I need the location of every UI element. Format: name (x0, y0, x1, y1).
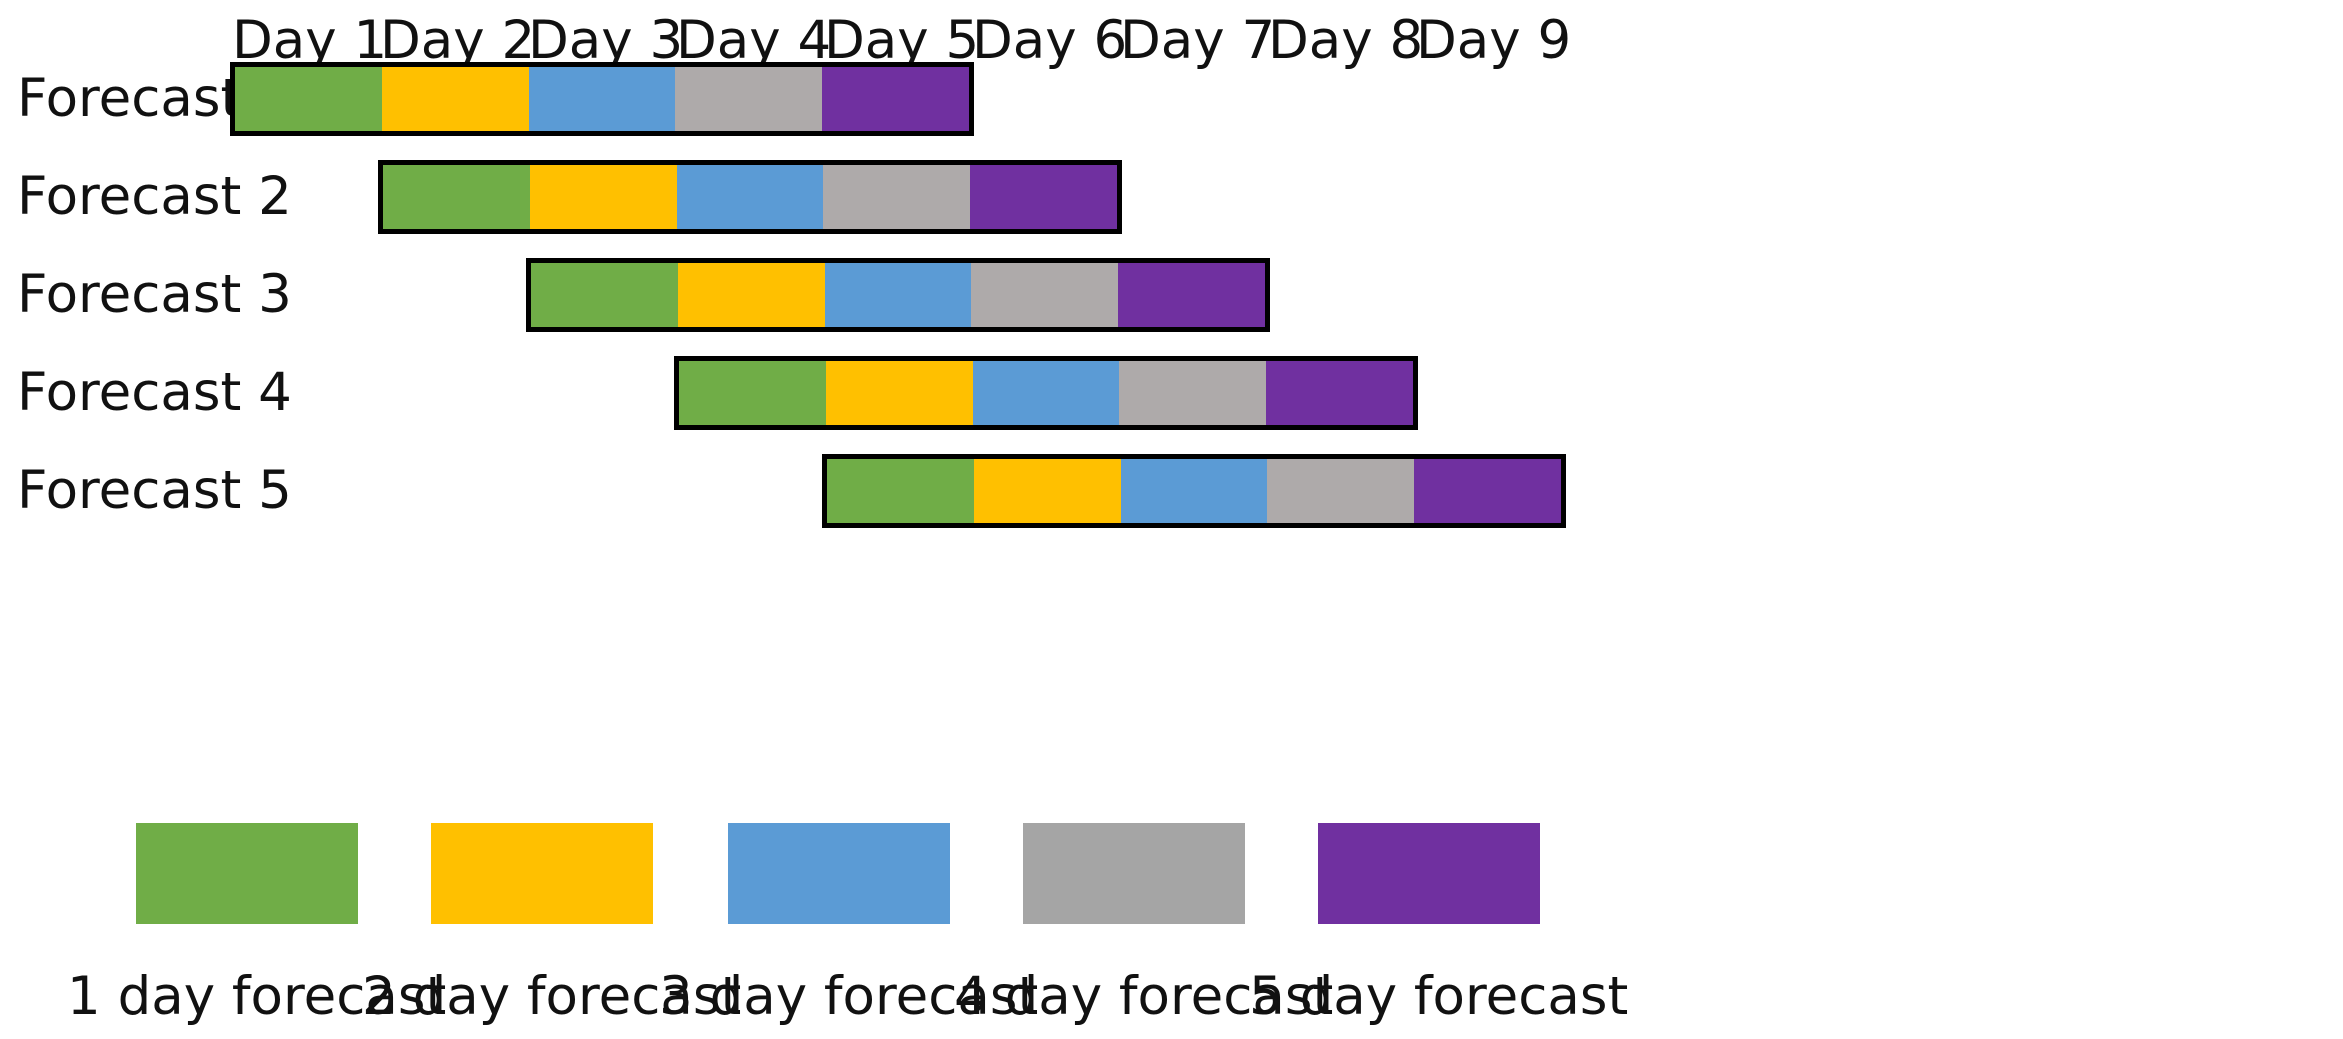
forecast-5-horizon-3-segment (1120, 459, 1268, 523)
forecast-3-horizon-2-segment (677, 263, 825, 327)
forecast-2-horizon-2-segment (529, 165, 677, 229)
forecast-1-horizon-5-segment (822, 67, 969, 131)
forecast-bar-5 (822, 454, 1566, 528)
legend-swatch-3 (728, 823, 950, 924)
day-label-6: Day 6 (972, 10, 1128, 71)
day-label-2: Day 2 (380, 10, 536, 71)
forecast-bar-3 (526, 258, 1270, 332)
forecast-label-4: Forecast 4 (17, 362, 292, 423)
day-label-3: Day 3 (528, 10, 684, 71)
day-label-9: Day 9 (1416, 10, 1572, 71)
day-label-4: Day 4 (676, 10, 832, 71)
forecast-5-horizon-1-segment (827, 459, 974, 523)
day-label-5: Day 5 (824, 10, 980, 71)
forecast-1-horizon-2-segment (381, 67, 529, 131)
forecast-2-horizon-3-segment (676, 165, 824, 229)
forecast-3-horizon-4-segment (971, 263, 1119, 327)
forecast-3-horizon-1-segment (531, 263, 678, 327)
forecast-bar-4 (674, 356, 1418, 430)
legend-label-5: 5 day forecast (1249, 966, 1629, 1027)
forecast-2-horizon-4-segment (823, 165, 971, 229)
forecast-5-horizon-4-segment (1267, 459, 1415, 523)
forecast-2-horizon-5-segment (970, 165, 1117, 229)
forecast-3-horizon-3-segment (824, 263, 972, 327)
forecast-1-horizon-1-segment (235, 67, 382, 131)
day-label-7: Day 7 (1120, 10, 1276, 71)
forecast-2-horizon-1-segment (383, 165, 530, 229)
forecast-4-horizon-5-segment (1266, 361, 1413, 425)
legend-swatch-4 (1023, 823, 1245, 924)
forecast-4-horizon-4-segment (1119, 361, 1267, 425)
forecast-label-5: Forecast 5 (17, 460, 292, 521)
forecast-5-horizon-2-segment (973, 459, 1121, 523)
forecast-3-horizon-5-segment (1118, 263, 1265, 327)
legend-swatch-2 (431, 823, 653, 924)
forecast-4-horizon-2-segment (825, 361, 973, 425)
day-label-8: Day 8 (1268, 10, 1424, 71)
forecast-label-3: Forecast 3 (17, 264, 292, 325)
legend-label-3: 3 day forecast (659, 966, 1039, 1027)
forecast-4-horizon-1-segment (679, 361, 826, 425)
legend-label-1: 1 day forecast (67, 966, 447, 1027)
legend-swatch-5 (1318, 823, 1540, 924)
legend-label-4: 4 day forecast (954, 966, 1334, 1027)
forecast-5-horizon-5-segment (1414, 459, 1561, 523)
legend-label-2: 2 day forecast (362, 966, 742, 1027)
forecast-bar-1 (230, 62, 974, 136)
legend-swatch-1 (136, 823, 358, 924)
forecast-1-horizon-4-segment (675, 67, 823, 131)
forecast-1-horizon-3-segment (528, 67, 676, 131)
forecast-label-2: Forecast 2 (17, 166, 292, 227)
forecast-bar-2 (378, 160, 1122, 234)
day-label-1: Day 1 (232, 10, 388, 71)
forecast-4-horizon-3-segment (972, 361, 1120, 425)
